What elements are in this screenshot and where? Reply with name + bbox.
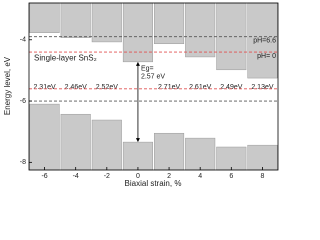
x-tick-label: 6	[229, 173, 233, 180]
valence-bar	[185, 137, 216, 171]
conduction-bar	[185, 2, 216, 58]
valence-bar	[247, 144, 278, 171]
gap-label: 2.57 eV	[141, 73, 165, 80]
gap-label: 2.71eV	[158, 84, 181, 91]
conduction-bar	[91, 2, 122, 43]
gap-label: 2.13eV	[251, 84, 274, 91]
valence-bar	[154, 132, 185, 171]
conduction-bar	[29, 2, 60, 33]
conduction-bar	[154, 2, 185, 45]
annotation: Single-layer SnS₂	[34, 53, 97, 62]
y-tick-label: -6	[20, 98, 26, 105]
gap-symbol: Eg=	[141, 66, 154, 73]
x-tick-label: -6	[41, 173, 47, 180]
valence-bar	[91, 119, 122, 171]
gap-label: 2.31eV	[33, 84, 56, 91]
gap-label: 2.52eV	[96, 84, 119, 91]
y-tick-label: -8	[20, 159, 26, 166]
chart: Energy level, eV Biaxial strain, % 2.31e…	[3, 2, 279, 188]
gap-label: 2.46eV	[65, 84, 88, 91]
y-tick-label: -4	[20, 37, 26, 44]
valence-bar	[60, 113, 91, 171]
conduction-bar	[247, 2, 278, 79]
gap-label: 2.49eV	[220, 84, 243, 91]
valence-bar	[216, 146, 247, 171]
y-axis-label: Energy level, eV	[3, 56, 12, 115]
x-tick-label: -4	[73, 173, 79, 180]
valence-bar	[122, 141, 153, 171]
x-tick-label: 4	[198, 173, 202, 180]
x-tick-label: 0	[136, 173, 140, 180]
x-tick-label: -2	[104, 173, 110, 180]
x-tick-label: 8	[260, 173, 264, 180]
gap-label: 2.61eV	[189, 84, 212, 91]
conduction-bar	[60, 2, 91, 38]
x-tick-label: 2	[167, 173, 171, 180]
plot-frame	[28, 2, 279, 171]
reference-label: pH=6.6	[253, 38, 276, 45]
reference-label: pH= 0	[257, 53, 276, 60]
valence-bar	[29, 103, 60, 171]
conduction-bar	[122, 2, 153, 63]
x-axis-label: Biaxial strain, %	[125, 179, 182, 188]
